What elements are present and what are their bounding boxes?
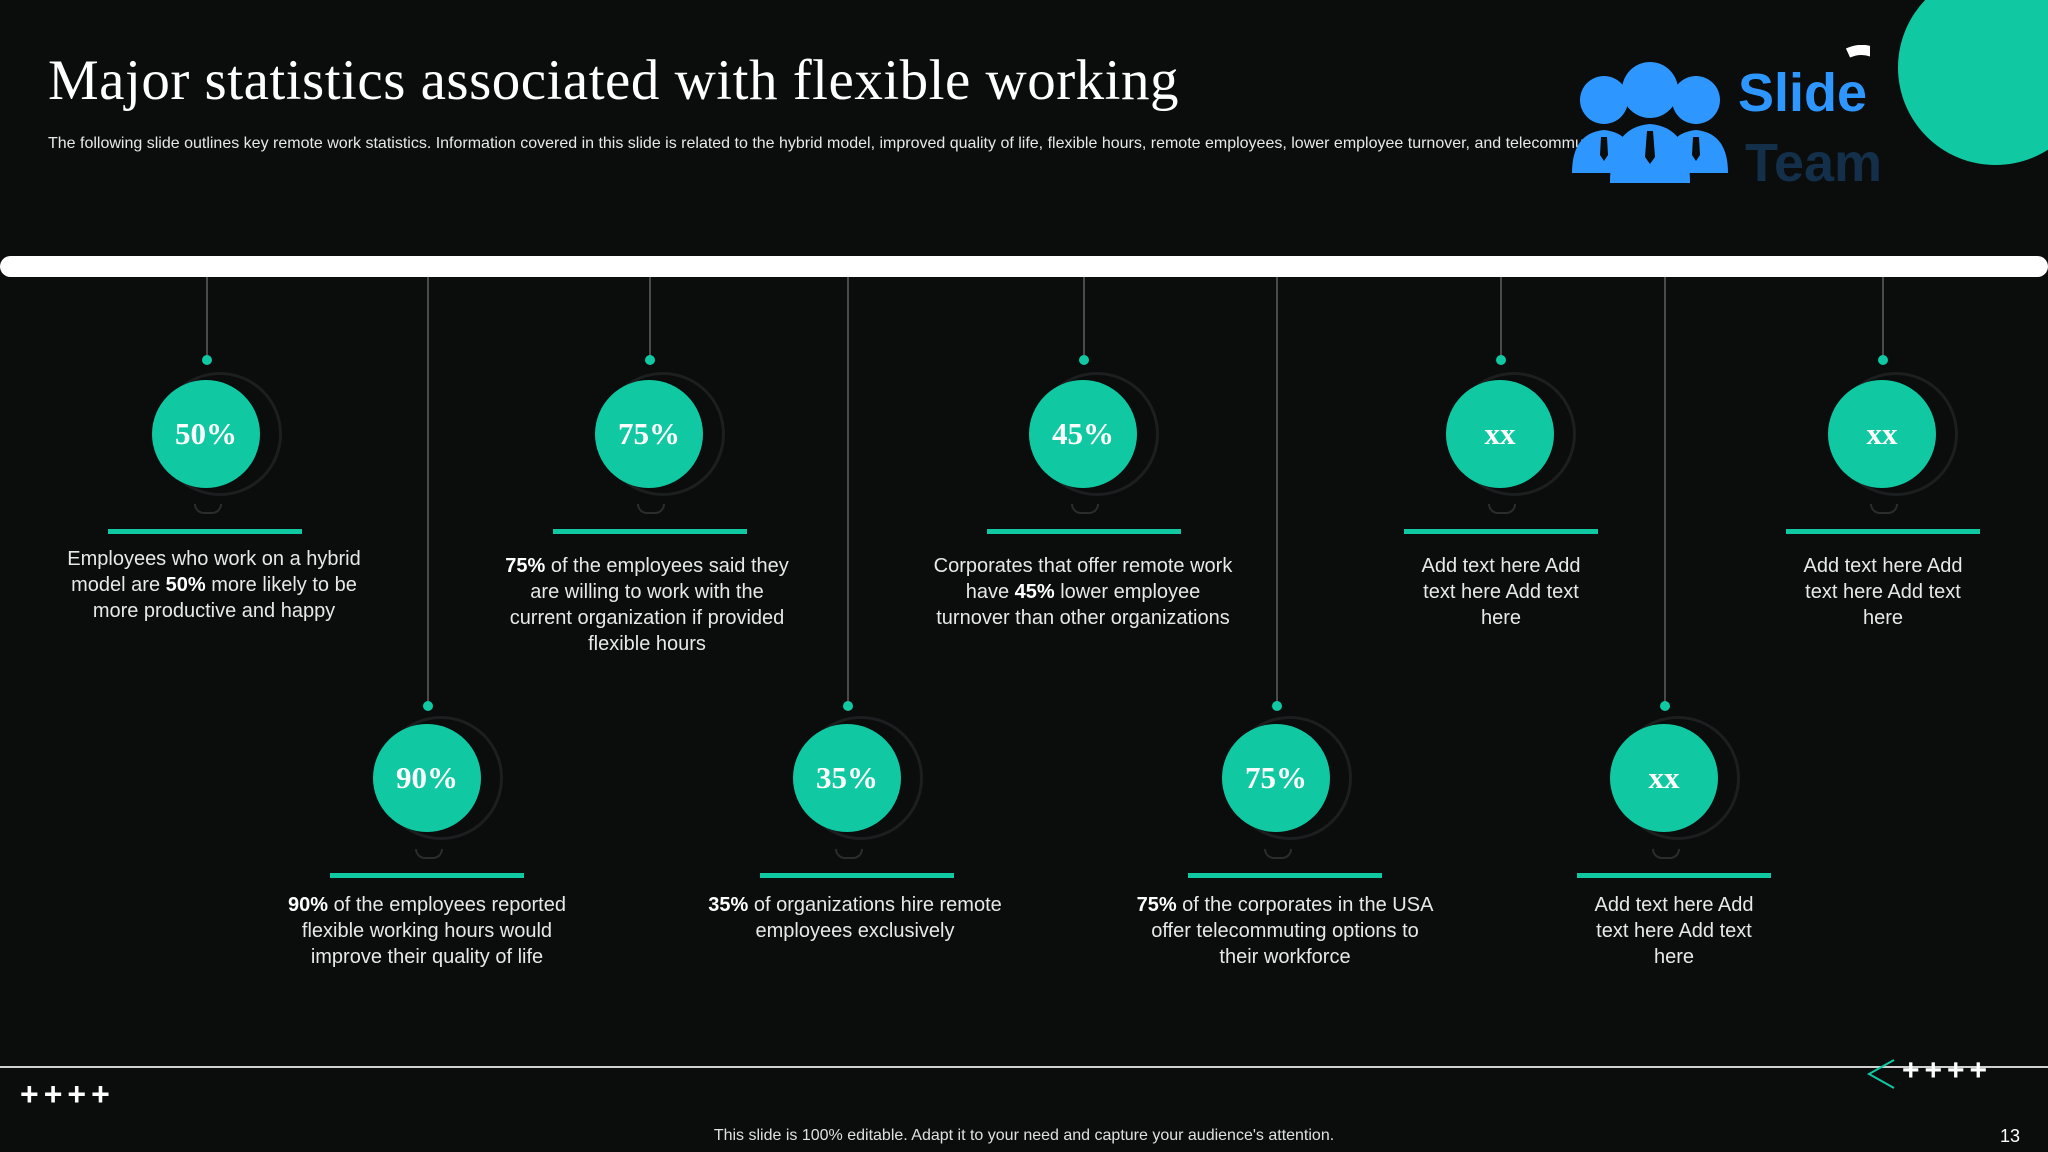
stand-shape — [194, 504, 222, 514]
stand-shape — [835, 849, 863, 859]
stat-description-3: 75% of the employees said they are willi… — [505, 555, 789, 655]
connector-dot — [843, 701, 853, 711]
triangle-outline-icon — [1866, 1059, 1895, 1089]
stat-circle-2: 90% — [373, 724, 481, 832]
page-title: Major statistics associated with flexibl… — [48, 49, 1180, 112]
stat-circle-9: xx — [1828, 380, 1936, 488]
connector-dot — [423, 701, 433, 711]
stand-shape — [1264, 849, 1292, 859]
stat-circle-5: 45% — [1029, 380, 1137, 488]
corner-decoration — [1898, 0, 2048, 165]
footer-note: This slide is 100% editable. Adapt it to… — [713, 1127, 1335, 1144]
stat-base — [1404, 529, 1598, 534]
connector-line — [427, 277, 429, 703]
connector-dot — [1272, 701, 1282, 711]
stat-circle-8: xx — [1610, 724, 1718, 832]
stat-circle-1: 50% — [152, 380, 260, 488]
stat-base — [330, 873, 524, 878]
stat-description-5: Corporates that offer remote work have 4… — [933, 555, 1233, 629]
stat-base — [760, 873, 954, 878]
stat-description-1: Employees who work on a hybrid model are… — [67, 548, 361, 622]
stat-base — [108, 529, 302, 534]
connector-line — [1276, 277, 1278, 703]
logo-text-team: Team — [1745, 133, 1883, 193]
page-number: 13 — [2000, 1126, 2021, 1146]
page-subtitle: The following slide outlines key remote … — [48, 135, 1671, 152]
connector-line — [1500, 277, 1502, 359]
stand-shape — [1870, 504, 1898, 514]
stat-description-2: 90% of the employees reported flexible w… — [288, 894, 566, 968]
stat-circle-7: xx — [1446, 380, 1554, 488]
connector-dot — [1878, 355, 1888, 365]
stand-shape — [415, 849, 443, 859]
connector-dot — [202, 355, 212, 365]
logo-text-slide: Slide — [1738, 63, 1868, 123]
connector-line — [1882, 277, 1884, 359]
connector-line — [847, 277, 849, 703]
stand-shape — [637, 504, 665, 514]
stand-shape — [1488, 504, 1516, 514]
footer-divider — [0, 1066, 2048, 1068]
connector-dot — [645, 355, 655, 365]
stand-shape — [1071, 504, 1099, 514]
connector-line — [1664, 277, 1666, 703]
stand-shape — [1652, 849, 1680, 859]
stat-description-8: Add text here Add text here Add text her… — [1594, 894, 1754, 968]
stat-base — [987, 529, 1181, 534]
connector-dot — [1496, 355, 1506, 365]
stat-base — [553, 529, 747, 534]
connector-line — [649, 277, 651, 359]
stat-base — [1786, 529, 1980, 534]
stat-base — [1577, 873, 1771, 878]
stat-circle-4: 35% — [793, 724, 901, 832]
plus-decoration-right: ++++ — [1902, 1054, 1993, 1087]
timeline-bar — [0, 256, 2048, 277]
stat-base — [1188, 873, 1382, 878]
connector-line — [206, 277, 208, 359]
stat-circle-6: 75% — [1222, 724, 1330, 832]
stat-description-4: 35% of organizations hire remote employe… — [708, 894, 1002, 942]
stat-description-7: Add text here Add text here Add text her… — [1421, 555, 1581, 629]
team-people-icon — [1572, 45, 1870, 183]
connector-dot — [1079, 355, 1089, 365]
stat-circle-3: 75% — [595, 380, 703, 488]
plus-decoration-left: ++++ — [20, 1076, 115, 1112]
stat-description-6: 75% of the corporates in the USA offer t… — [1136, 894, 1434, 968]
connector-line — [1083, 277, 1085, 359]
stat-description-9: Add text here Add text here Add text her… — [1803, 555, 1963, 629]
connector-dot — [1660, 701, 1670, 711]
